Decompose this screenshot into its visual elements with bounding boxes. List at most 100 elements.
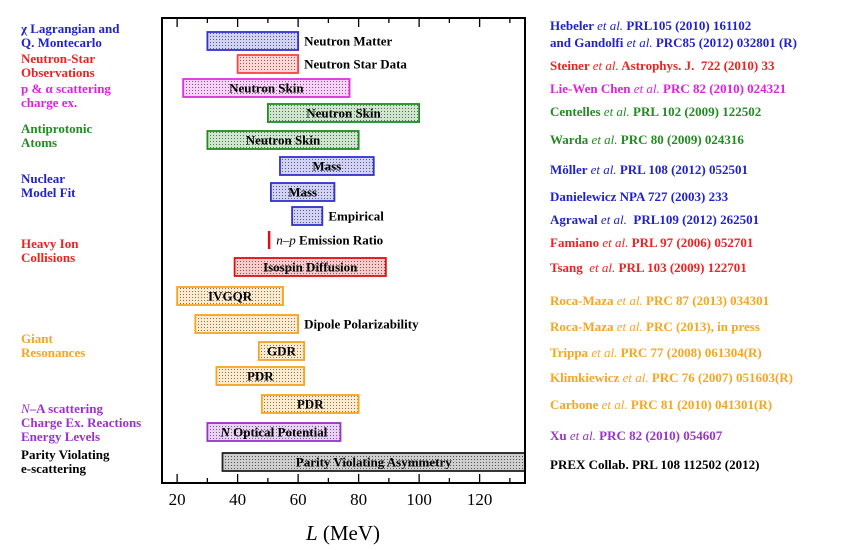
category-label: N–A scattering Charge Ex. Reactions Ener… [21,401,142,444]
reference-item: Danielewicz NPA 727 (2003) 233 [550,189,729,204]
bar-dots [216,367,305,385]
bar-row: GDR [257,341,306,361]
bar-label: Mass [312,159,341,174]
bar-row: Neutron Star Data [236,54,407,74]
bar-dots [222,453,525,471]
bar [260,394,360,414]
bar-bg [267,231,271,249]
reference-item: and Gandolfi et al. PRC85 (2012) 032801 … [550,35,798,50]
bar [176,286,284,306]
bar [206,130,360,150]
bar [291,206,324,226]
reference-item: Roca-Maza et al. PRC 87 (2013) 034301 [550,293,770,308]
bar [279,156,375,176]
x-tick-label: 20 [169,490,186,509]
bar-label: Parity Violating Asymmetry [296,455,452,470]
bar-label: Isospin Diffusion [263,260,358,275]
x-tick-label: 100 [406,490,432,509]
bar-dots [207,32,299,50]
reference-item: Roca-Maza et al. PRC (2013), in press [550,319,760,334]
category-label: Nuclear Model Fit [21,171,76,200]
category-label: p & α scattering charge ex. [21,81,111,110]
bar-row: Mass [269,182,336,202]
reference-item: Möller et al. PRL 108 (2012) 052501 [550,162,749,177]
bar-label: GDR [267,344,297,359]
bar-outside-label: Neutron Matter [304,34,392,49]
x-tick-label: 60 [290,490,307,509]
bar-label: N Optical Potential [219,425,327,440]
bar [236,54,300,74]
bar-row: Neutron Skin [206,130,360,150]
reference-item: Xu et al. PRC 82 (2010) 054607 [550,428,723,443]
bar-label: Neutron Skin [246,133,321,148]
bar-outside-label: Neutron Star Data [304,57,407,72]
reference-item: Hebeler et al. PRL105 (2010) 161102 [550,18,752,33]
bar-dots [267,104,420,122]
bar [257,341,306,361]
category-label: Giant Resonances [21,331,86,360]
bar [182,78,351,98]
reference-item: Klimkiewicz et al. PRC 76 (2007) 051603(… [550,370,793,385]
bar-label: Neutron Skin [306,106,381,121]
category-label: χ Lagrangian and Q. Montecarlo [21,21,120,50]
reference-item: Trippa et al. PRC 77 (2008) 061304(R) [550,345,762,360]
reference-item: Agrawal et al. PRL109 (2012) 262501 [550,212,760,227]
bar-label: PDR [247,369,274,384]
bar-dots [258,342,305,360]
bar-dots [177,287,283,305]
bar-row: PDR [260,394,360,414]
reference-item: PREX Collab. PRL 108 112502 (2012) [550,457,760,472]
reference-item: Famiano et al. PRL 97 (2006) 052701 [550,235,754,250]
bar [206,422,342,442]
x-tick-label: 80 [350,490,367,509]
bar-dots [279,157,374,175]
reference-item: Carbone et al. PRC 81 (2010) 041301(R) [550,397,773,412]
bar-dots [195,315,299,333]
reference-item: Tsang et al. PRL 103 (2009) 122701 [550,260,747,275]
bar-row: Dipole Polarizability [194,314,419,334]
bar-dots [183,79,350,97]
x-tick-label: 40 [229,490,246,509]
bar-row: n–p Emission Ratio [267,231,383,249]
reference-item: Centelles et al. PRL 102 (2009) 122502 [550,104,762,119]
bar-dots [207,131,359,149]
x-tick-label: 120 [467,490,493,509]
bar-row: Mass [279,156,375,176]
bar-label: PDR [297,397,324,412]
bar [206,31,300,51]
category-label: Antiprotonic Atoms [21,121,93,150]
bar-row: PDR [215,366,306,386]
bar-dots [234,258,386,276]
bar-row: Neutron Skin [266,103,421,123]
category-label: Heavy Ion Collisions [21,236,79,265]
bar-label: Mass [288,185,317,200]
bar-outside-label: n–p Emission Ratio [276,233,383,248]
bar [233,257,387,277]
bar-row: Parity Violating Asymmetry [221,452,526,472]
bar-dots [292,207,323,225]
bar-row: Neutron Matter [206,31,393,51]
bar-row: Isospin Diffusion [233,257,387,277]
reference-item: Steiner et al. Astrophys. J. 722 (2010) … [550,58,775,73]
bar [266,103,421,123]
bar-dots [261,395,359,413]
plot-frame [161,17,526,484]
bar-label: Neutron Skin [229,81,304,96]
bar-dots [237,55,299,73]
bar [215,366,306,386]
category-label: Neutron-Star Observations [21,51,96,80]
bar-outside-label: Empirical [328,209,384,224]
reference-item: Lie-Wen Chen et al. PRC 82 (2010) 024321 [550,81,787,96]
bar-row: Empirical [291,206,384,226]
bar-row: Neutron Skin [182,78,351,98]
reference-item: Warda et al. PRC 80 (2009) 024316 [550,132,744,147]
x-axis-label: L (MeV) [305,521,380,545]
bar-dots [207,423,341,441]
bar-dots [270,183,335,201]
ticks-layer: 20 40 60 80 100 120 [169,18,511,509]
bar-outside-label: Dipole Polarizability [304,317,419,332]
bar-row: N Optical Potential [206,422,342,442]
bar-row: IVGQR [176,286,284,306]
bar [194,314,300,334]
